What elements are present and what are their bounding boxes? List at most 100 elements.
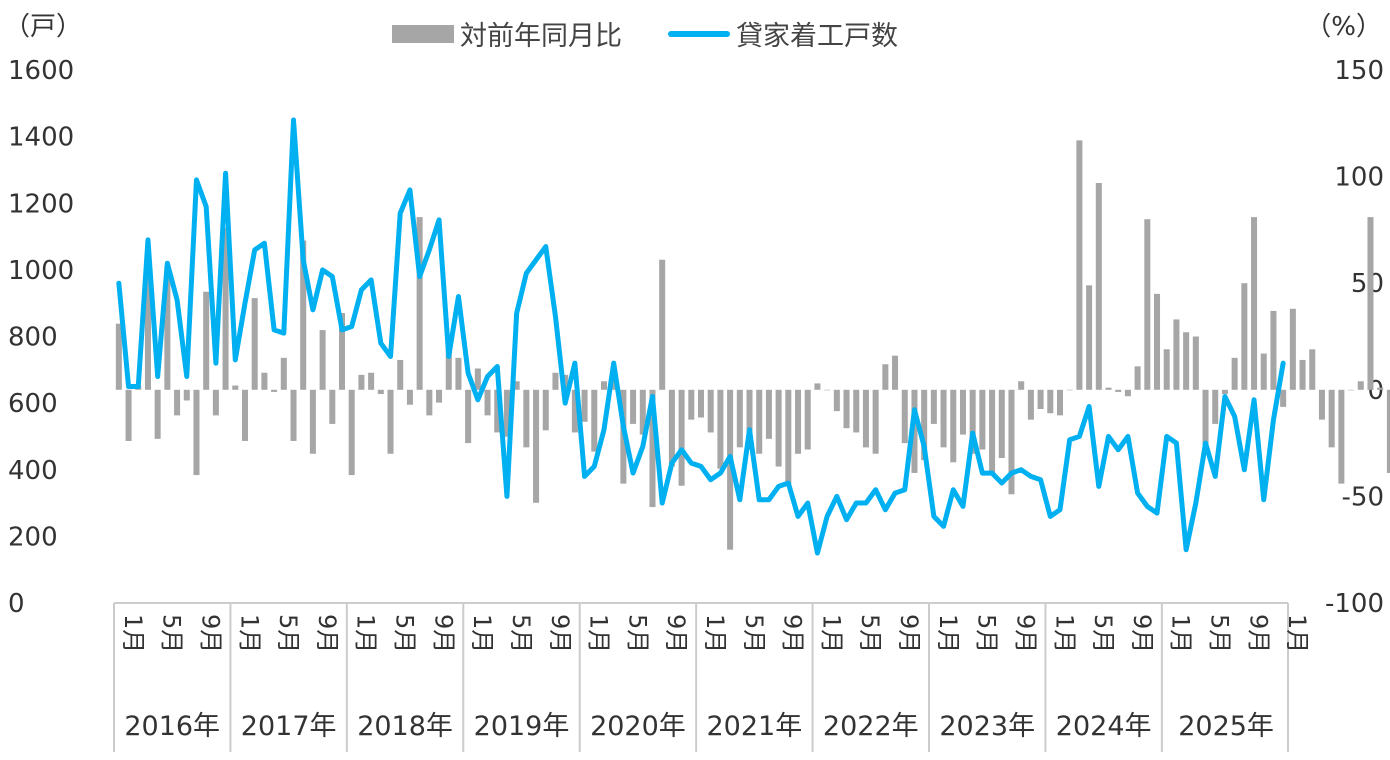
bar-yoy bbox=[212, 389, 219, 416]
bar-yoy bbox=[1154, 293, 1161, 390]
bar-yoy bbox=[377, 389, 384, 395]
right-tick-label: -50 bbox=[1342, 482, 1384, 512]
month-tick-label: 1月 bbox=[1167, 614, 1195, 653]
bar-yoy bbox=[309, 389, 316, 454]
left-axis-unit: （戸） bbox=[4, 12, 83, 42]
month-tick-label: 1月 bbox=[352, 614, 380, 653]
bar-yoy bbox=[727, 389, 734, 550]
bar-yoy bbox=[1144, 219, 1151, 390]
bar-yoy bbox=[795, 389, 802, 454]
bar-yoy bbox=[1318, 389, 1325, 420]
right-tick-label: 50 bbox=[1351, 269, 1384, 299]
bar-yoy bbox=[1183, 332, 1190, 390]
legend-line-label: 貸家着工戸数 bbox=[736, 21, 898, 52]
bar-yoy bbox=[630, 389, 637, 424]
bar-yoy bbox=[843, 389, 850, 429]
bar-yoy bbox=[1027, 389, 1034, 420]
month-tick-label: 1月 bbox=[235, 614, 263, 653]
month-tick-label: 9月 bbox=[1128, 614, 1156, 653]
bar-yoy bbox=[426, 389, 433, 416]
bar-yoy bbox=[804, 389, 811, 450]
bar-yoy bbox=[1037, 389, 1044, 409]
bar-yoy bbox=[406, 389, 413, 405]
bar-yoy bbox=[736, 389, 743, 448]
legend-bar-label: 対前年同月比 bbox=[460, 21, 622, 52]
bar-yoy bbox=[241, 389, 248, 441]
bar-yoy bbox=[1377, 387, 1384, 390]
bar-yoy bbox=[940, 389, 947, 448]
bar-yoy bbox=[989, 389, 996, 476]
bar-yoy bbox=[688, 389, 695, 420]
year-label: 2024年 bbox=[1056, 711, 1152, 742]
bar-yoy bbox=[300, 240, 307, 390]
bar-yoy bbox=[1338, 389, 1345, 484]
bar-yoy bbox=[921, 389, 928, 461]
bar-yoy bbox=[445, 342, 452, 390]
bar-yoy bbox=[232, 385, 239, 390]
bar-yoy bbox=[1386, 389, 1390, 473]
right-tick-label: -100 bbox=[1325, 589, 1384, 619]
month-tick-label: 9月 bbox=[1011, 614, 1039, 653]
left-tick-label: 1600 bbox=[8, 56, 74, 86]
bar-yoy bbox=[280, 357, 287, 390]
month-tick-label: 1月 bbox=[585, 614, 613, 653]
bar-yoy bbox=[503, 389, 510, 437]
bar-yoy bbox=[639, 389, 646, 435]
bar-yoy bbox=[707, 389, 714, 433]
left-tick-label: 400 bbox=[8, 456, 58, 486]
bar-yoy bbox=[455, 357, 462, 390]
month-tick-label: 5月 bbox=[274, 614, 302, 653]
month-tick-label: 1月 bbox=[468, 614, 496, 653]
left-tick-label: 800 bbox=[8, 323, 58, 353]
bar-yoy bbox=[271, 389, 278, 392]
bar-yoy bbox=[552, 372, 559, 390]
bar-yoy bbox=[533, 389, 540, 503]
bar-yoy bbox=[1270, 310, 1277, 390]
bar-yoy bbox=[1134, 366, 1141, 390]
bar-yoy bbox=[1076, 140, 1083, 390]
month-tick-label: 9月 bbox=[895, 614, 923, 653]
bar-yoy bbox=[882, 364, 889, 390]
month-tick-label: 1月 bbox=[817, 614, 845, 653]
bar-yoy bbox=[387, 389, 394, 454]
bar-yoy bbox=[678, 389, 685, 486]
bar-yoy bbox=[144, 257, 151, 390]
bar-yoy bbox=[523, 389, 530, 448]
year-label: 2019年 bbox=[474, 711, 570, 742]
bar-yoy bbox=[513, 381, 520, 390]
bar-yoy bbox=[1066, 389, 1073, 391]
bar-yoy bbox=[368, 372, 375, 390]
year-label: 2021年 bbox=[707, 711, 803, 742]
bar-yoy bbox=[1008, 389, 1015, 495]
year-label: 2023年 bbox=[939, 711, 1035, 742]
bar-yoy bbox=[484, 389, 491, 416]
left-tick-label: 600 bbox=[8, 389, 58, 419]
bar-yoy bbox=[872, 389, 879, 454]
bar-yoy bbox=[397, 359, 404, 390]
bar-yoy bbox=[1124, 389, 1131, 397]
bar-yoy bbox=[950, 389, 957, 463]
year-label: 2018年 bbox=[357, 711, 453, 742]
bar-yoy bbox=[251, 298, 258, 390]
bar-yoy bbox=[814, 383, 821, 390]
bar-yoy bbox=[668, 389, 675, 467]
bar-yoy bbox=[183, 389, 190, 401]
month-tick-label: 9月 bbox=[429, 614, 457, 653]
legend-bar-swatch bbox=[392, 24, 454, 43]
bar-yoy bbox=[164, 266, 171, 390]
month-tick-label: 5月 bbox=[507, 614, 535, 653]
bar-yoy bbox=[697, 389, 705, 418]
bar-yoy bbox=[717, 389, 724, 469]
series-line-starts bbox=[116, 117, 1286, 556]
bar-yoy bbox=[649, 389, 656, 508]
left-tick-label: 1000 bbox=[8, 256, 74, 286]
bar-yoy bbox=[979, 389, 986, 450]
bar-yoy bbox=[1309, 349, 1316, 390]
left-tick-label: 0 bbox=[8, 589, 25, 619]
year-label: 2020年 bbox=[590, 711, 686, 742]
bar-yoy bbox=[1056, 389, 1063, 416]
bar-yoy bbox=[1095, 183, 1102, 390]
right-tick-label: 150 bbox=[1334, 56, 1384, 86]
left-tick-label: 1400 bbox=[8, 123, 74, 153]
bar-yoy bbox=[746, 389, 753, 450]
